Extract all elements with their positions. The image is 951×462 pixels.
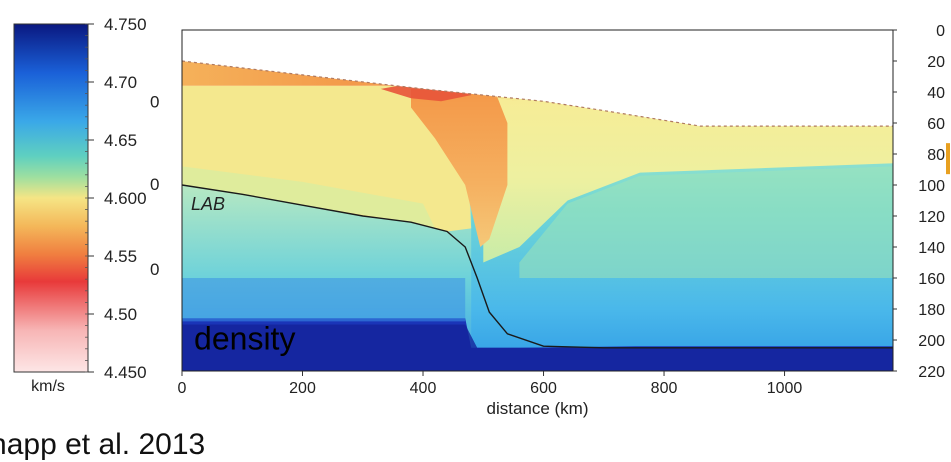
x-tick-label: 0	[178, 380, 187, 397]
y-tick-label: 120	[918, 209, 945, 226]
colorbar-gradient	[13, 23, 89, 373]
y-tick-label: 20	[927, 54, 945, 71]
mid-blue-band	[182, 278, 466, 322]
density-annotation: density	[194, 320, 295, 356]
lab-boundary-line	[181, 184, 893, 349]
colorbar-overlay-label: 0	[150, 93, 159, 112]
x-axis-label: distance (km)	[486, 399, 588, 418]
lower-lithosphere-field	[182, 166, 436, 229]
y-tick-label: 100	[918, 178, 945, 195]
colorbar-tick-label: 4.70	[104, 73, 137, 92]
y-tick-label: 60	[927, 116, 945, 133]
axis-highlight-marker	[946, 143, 950, 175]
x-tick-label: 800	[651, 380, 678, 397]
colorbar-overlay-label: 0	[150, 260, 159, 279]
y-tick-label: 220	[918, 364, 945, 381]
y-axis-ticks: 0 20 40 60 80 100 120 140 160 180 200 220	[893, 23, 945, 381]
y-tick-label: 160	[918, 271, 945, 288]
y-tick-label: 180	[918, 302, 945, 319]
x-tick-label: 400	[410, 380, 437, 397]
y-tick-label: 140	[918, 240, 945, 257]
plot-area: LAB density	[181, 29, 894, 372]
x-tick-label: 200	[289, 380, 316, 397]
colorbar-unit-label: km/s	[31, 378, 65, 395]
above-surface	[182, 30, 893, 127]
upper-mantle-field	[483, 92, 893, 263]
basal-layer-core	[182, 324, 893, 371]
colorbar-tick-label: 4.450	[104, 363, 147, 382]
right-green-field	[519, 166, 893, 278]
velocity-field	[182, 30, 893, 371]
x-axis-ticks: 0 200 400 600 800 1000	[178, 371, 803, 397]
colorbar-tick-label: 4.50	[104, 305, 137, 324]
author-citation: Knapp et al. 2013	[0, 428, 206, 461]
colorbar-tick-label: 4.600	[104, 189, 147, 208]
colorbar-tick-label: 4.750	[104, 15, 147, 34]
colorbar-tick-label: 4.55	[104, 247, 137, 266]
colorbar-overlay-labels: 0 0 0	[150, 93, 159, 279]
x-tick-label: 600	[530, 380, 557, 397]
x-tick-label: 1000	[767, 380, 803, 397]
colorbar-tick-label: 4.65	[104, 131, 137, 150]
y-tick-label: 80	[927, 147, 945, 164]
y-tick-label: 40	[927, 85, 945, 102]
lab-annotation: LAB	[191, 194, 225, 214]
plot-frame	[181, 29, 894, 372]
colorbar-tick-labels: 4.750 4.70 4.65 4.600 4.55 4.50 4.450	[88, 15, 147, 382]
colorbar-overlay-label: 0	[150, 175, 159, 194]
y-tick-label: 0	[936, 23, 945, 40]
colorbar-minor-ticks	[85, 23, 88, 373]
y-tick-label: 200	[918, 333, 945, 350]
colorbar: 4.750 4.70 4.65 4.600 4.55 4.50 4.450 0 0 0 km/s	[13, 15, 159, 395]
surface-topography-line	[181, 60, 893, 127]
plume-field	[411, 88, 508, 248]
